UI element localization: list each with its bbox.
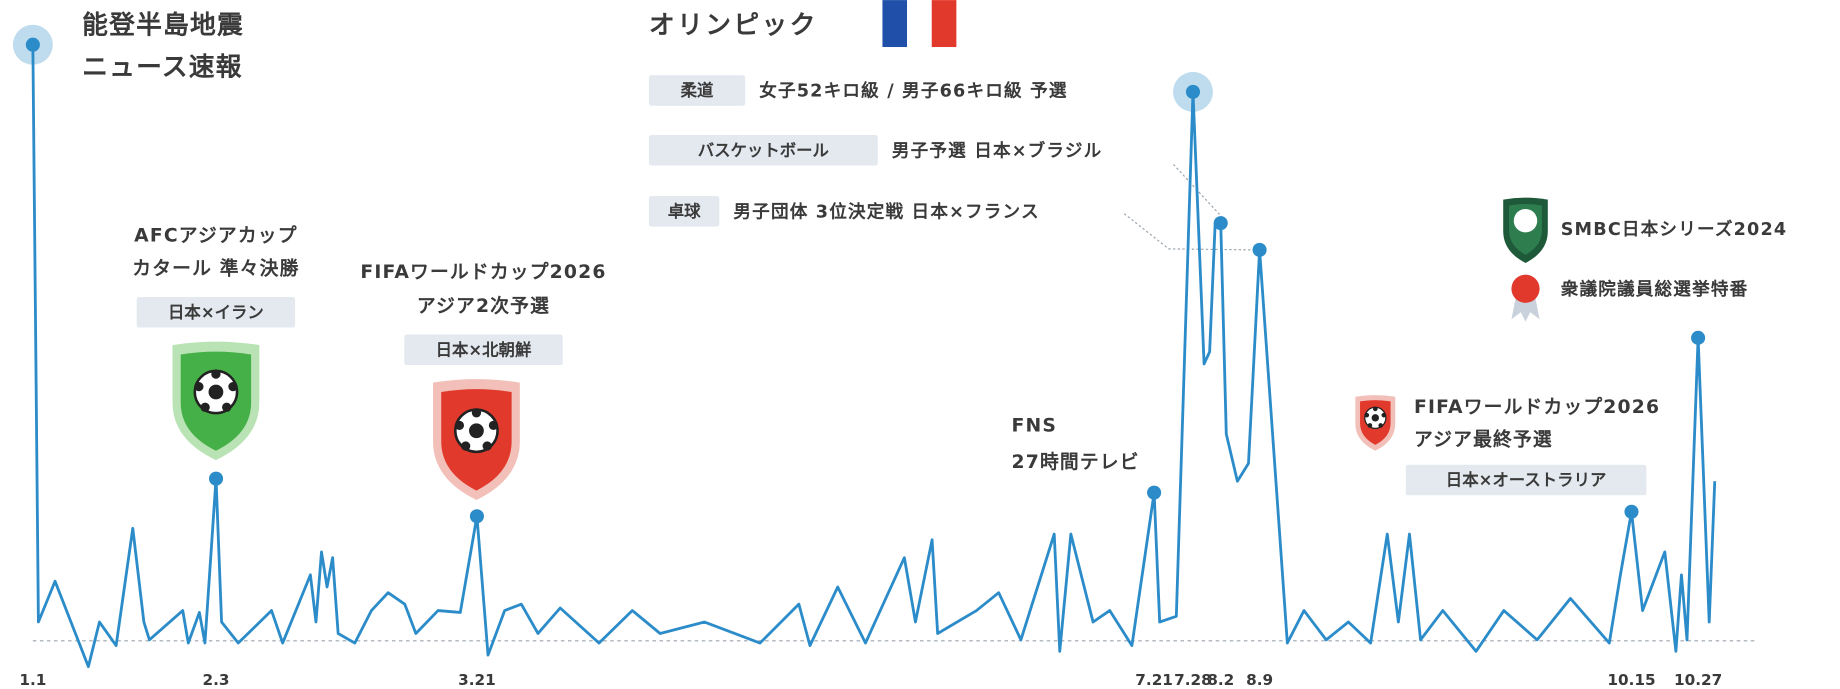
annotation: AFCアジアカップ (134, 223, 298, 246)
dot (1147, 485, 1162, 500)
tag (404, 334, 563, 366)
dot (1213, 216, 1228, 231)
tag-label: バスケットボール (698, 141, 830, 160)
ball-patch (461, 441, 471, 451)
x-tick-label: 3.21 (458, 671, 496, 689)
ball-patch (454, 420, 465, 431)
ball-patch (208, 384, 224, 400)
dot (469, 509, 484, 524)
ball-patch (1378, 423, 1384, 428)
olympics-item: 男子予選 日本×ブラジル (892, 140, 1103, 161)
ball-patch (222, 402, 232, 412)
ball-patch (200, 402, 210, 412)
x-tick-label: 8.2 (1207, 671, 1234, 689)
tag-label: 柔道 (680, 81, 714, 100)
line (31, 44, 1717, 669)
french-flag (882, 0, 957, 48)
x-tick-label: 7.28 (1174, 671, 1212, 689)
rosette (1511, 274, 1540, 303)
annotation: FIFAワールドカップ2026 (1414, 395, 1660, 418)
annotation: FNS (1012, 416, 1058, 437)
ball-patch (482, 441, 492, 451)
dot (1624, 504, 1639, 519)
tag (648, 75, 746, 106)
legend-label: SMBC日本シリーズ2024 (1561, 219, 1788, 240)
x-tick-label: 10.15 (1607, 671, 1655, 689)
x-tick-label: 2.3 (203, 671, 230, 689)
ball-patch (211, 369, 221, 379)
tag (648, 135, 878, 166)
annotation: FIFAワールドカップ2026 (360, 260, 606, 283)
ball-patch (471, 408, 482, 418)
annotation: 27時間テレビ (1012, 451, 1140, 473)
ball-patch (1367, 423, 1373, 428)
legend-label: 衆議院議員総選挙特番 (1560, 279, 1749, 300)
dot (208, 471, 224, 486)
tag-label: 日本×オーストラリア (1446, 471, 1607, 490)
ball-patch (488, 420, 499, 431)
tag (648, 196, 720, 227)
ball-patch (1371, 414, 1380, 422)
ball-patch (228, 381, 238, 392)
leader-lines (1123, 163, 1266, 251)
tag (136, 296, 296, 328)
dot (1252, 242, 1267, 257)
annotation: 能登半島地震 (82, 9, 244, 40)
x-tick-label: 7.21 (1135, 671, 1173, 689)
ball-patch (469, 423, 484, 439)
dot (1691, 330, 1706, 345)
baseball (1513, 208, 1538, 233)
tag-label: 日本×北朝鮮 (436, 340, 532, 359)
tag-label: 卓球 (668, 202, 701, 221)
annotation: アジア最終予選 (1414, 428, 1553, 451)
rosette-ribbon (1511, 295, 1540, 322)
x-tick-label: 1.1 (19, 671, 46, 689)
annotation: アジア2次予選 (417, 294, 550, 317)
dot (25, 37, 40, 52)
annotation: ニュース速報 (82, 53, 243, 83)
olympics-title: オリンピック (649, 10, 818, 40)
olympics-item: 女子52キロ級 / 男子66キロ級 予選 (759, 81, 1067, 102)
tag (1405, 464, 1647, 496)
ball-patch (1381, 412, 1387, 418)
ball-patch (1364, 412, 1370, 418)
tag-label: 日本×イラン (168, 303, 264, 322)
annotation: カタール 準々決勝 (132, 256, 299, 279)
x-tick-label: 10.27 (1674, 671, 1722, 689)
x-tick-label: 8.9 (1246, 671, 1273, 689)
dot (1185, 84, 1201, 99)
ball-patch (1372, 406, 1378, 412)
olympics-item: 男子団体 3位決定戦 日本×フランス (733, 201, 1039, 222)
ball-patch (194, 381, 204, 392)
